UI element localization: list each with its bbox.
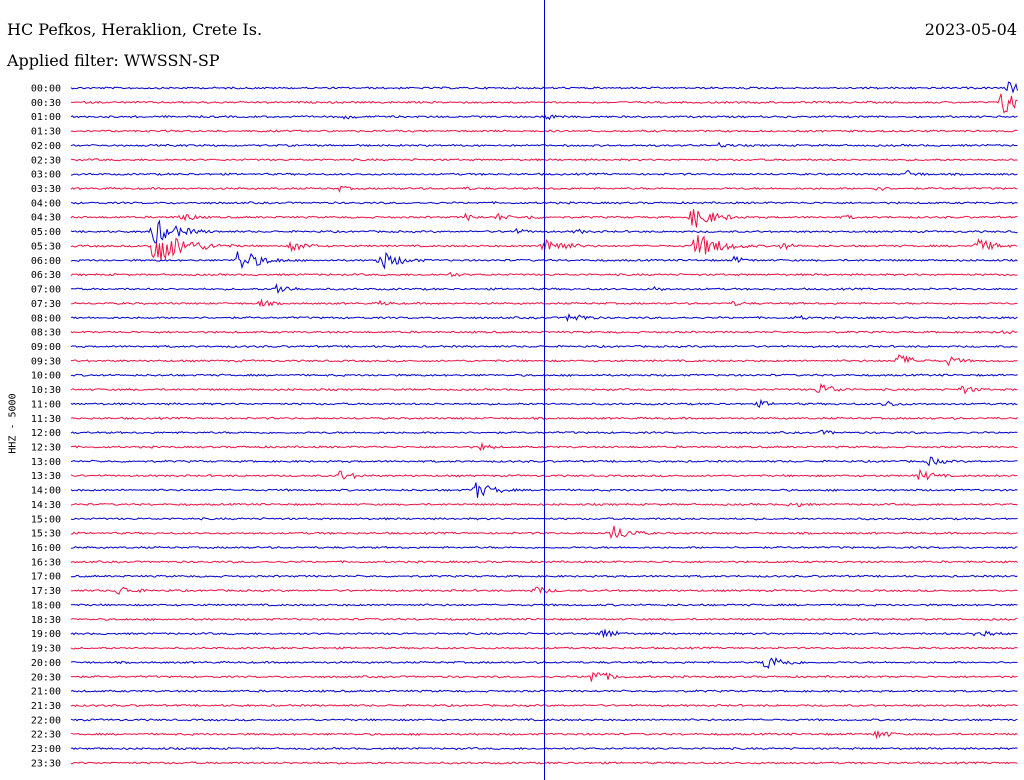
row-time-label: 07:30: [31, 299, 61, 310]
row-time-label: 06:30: [31, 270, 61, 281]
trace-group: [70, 0, 1018, 780]
row-time-label: 14:00: [31, 486, 61, 497]
row-time-label: 21:30: [31, 701, 61, 712]
row-time-label: 09:00: [31, 342, 61, 353]
row-time-label: 07:00: [31, 285, 61, 296]
row-time-label: 05:30: [31, 241, 61, 252]
row-time-label: 01:30: [31, 127, 61, 138]
row-time-label: 02:30: [31, 155, 61, 166]
row-time-label: 20:30: [31, 672, 61, 683]
row-time-label: 19:00: [31, 629, 61, 640]
row-time-label: 16:00: [31, 543, 61, 554]
row-time-label: 10:30: [31, 385, 61, 396]
row-time-label: 12:00: [31, 428, 61, 439]
filter-label: Applied filter: WWSSN-SP: [7, 51, 220, 70]
row-time-label: 03:30: [31, 184, 61, 195]
row-time-label: 18:30: [31, 615, 61, 626]
station-title: HC Pefkos, Heraklion, Crete Is.: [7, 20, 263, 39]
row-time-label: 04:30: [31, 213, 61, 224]
row-time-label: 05:00: [31, 227, 61, 238]
row-time-label: 23:30: [31, 758, 61, 769]
date-label: 2023-05-04: [924, 20, 1017, 39]
row-time-label: 04:00: [31, 198, 61, 209]
row-time-label: 22:30: [31, 730, 61, 741]
row-time-label: 02:00: [31, 141, 61, 152]
row-time-label: 11:00: [31, 399, 61, 410]
row-time-label: 23:00: [31, 744, 61, 755]
row-time-label: 15:00: [31, 514, 61, 525]
row-time-label: 12:30: [31, 443, 61, 454]
row-time-label: 15:30: [31, 529, 61, 540]
row-time-label: 09:30: [31, 356, 61, 367]
row-label-group: 00:00 00:30 01:00 01:30 02:00 02:30 03:00 03:30…: [31, 84, 61, 770]
row-time-label: 00:30: [31, 98, 61, 109]
row-time-label: 10:00: [31, 371, 61, 382]
row-time-label: 16:30: [31, 557, 61, 568]
row-time-label: 17:30: [31, 586, 61, 597]
row-time-label: 06:00: [31, 256, 61, 267]
row-time-label: 03:00: [31, 170, 61, 181]
row-time-label: 14:30: [31, 500, 61, 511]
row-time-label: 08:30: [31, 328, 61, 339]
row-time-label: 13:00: [31, 457, 61, 468]
row-time-label: 19:30: [31, 644, 61, 655]
row-time-label: 08:00: [31, 313, 61, 324]
row-time-label: 17:00: [31, 572, 61, 583]
row-time-label: 13:30: [31, 471, 61, 482]
row-time-label: 20:00: [31, 658, 61, 669]
row-time-label: 18:00: [31, 600, 61, 611]
row-time-label: 22:00: [31, 715, 61, 726]
row-time-label: 11:30: [31, 414, 61, 425]
row-time-label: 01:00: [31, 112, 61, 123]
row-time-label: 00:00: [31, 84, 61, 95]
row-time-label: 21:00: [31, 687, 61, 698]
